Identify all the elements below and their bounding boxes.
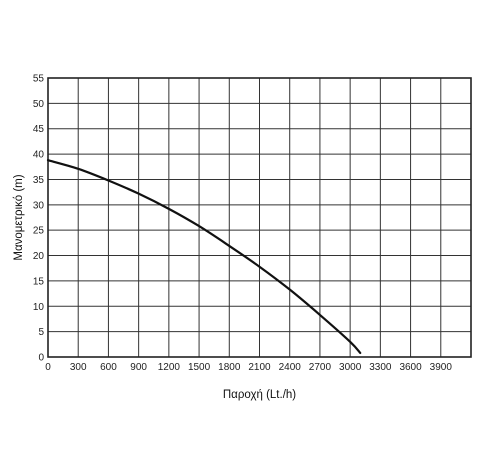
y-axis-ticks: 0 5 10 15 20 25 30 35 40 45 50 55 bbox=[33, 74, 45, 364]
x-tick-label: 1200 bbox=[158, 362, 181, 373]
series-group bbox=[46, 159, 362, 355]
x-tick-label: 300 bbox=[70, 362, 87, 373]
y-tick-label: 20 bbox=[33, 251, 45, 262]
x-tick-label: 3600 bbox=[399, 362, 422, 373]
x-tick-label: 2700 bbox=[309, 362, 332, 373]
y-tick-label: 40 bbox=[33, 150, 45, 161]
x-tick-label: 1500 bbox=[188, 362, 211, 373]
x-tick-label: 3000 bbox=[339, 362, 362, 373]
x-axis-ticks: 0 300 600 900 1200 1500 1800 2100 2400 2700 3000 33… bbox=[45, 362, 452, 373]
x-tick-label: 1800 bbox=[218, 362, 241, 373]
series-line bbox=[46, 159, 362, 355]
y-tick-label: 5 bbox=[38, 327, 44, 338]
grid bbox=[47, 77, 472, 358]
x-tick-label: 0 bbox=[45, 362, 51, 373]
y-tick-label: 55 bbox=[33, 74, 45, 85]
x-tick-label: 3900 bbox=[430, 362, 453, 373]
y-tick-label: 0 bbox=[38, 353, 44, 364]
y-tick-label: 35 bbox=[33, 175, 45, 186]
y-tick-label: 25 bbox=[33, 226, 45, 237]
x-tick-label: 3300 bbox=[369, 362, 392, 373]
x-tick-label: 900 bbox=[130, 362, 147, 373]
x-tick-label: 600 bbox=[100, 362, 117, 373]
x-tick-label: 2100 bbox=[248, 362, 271, 373]
y-axis-label: Μανομετρικό (m) bbox=[13, 174, 25, 260]
x-axis-label: Παροχή (Lt./h) bbox=[223, 389, 296, 401]
x-tick-label: 2400 bbox=[279, 362, 302, 373]
y-tick-label: 15 bbox=[33, 276, 45, 287]
y-tick-label: 30 bbox=[33, 200, 45, 211]
plot-frame bbox=[47, 77, 472, 358]
y-tick-label: 10 bbox=[33, 302, 45, 313]
y-tick-label: 45 bbox=[33, 124, 45, 135]
y-tick-label: 50 bbox=[33, 99, 45, 110]
